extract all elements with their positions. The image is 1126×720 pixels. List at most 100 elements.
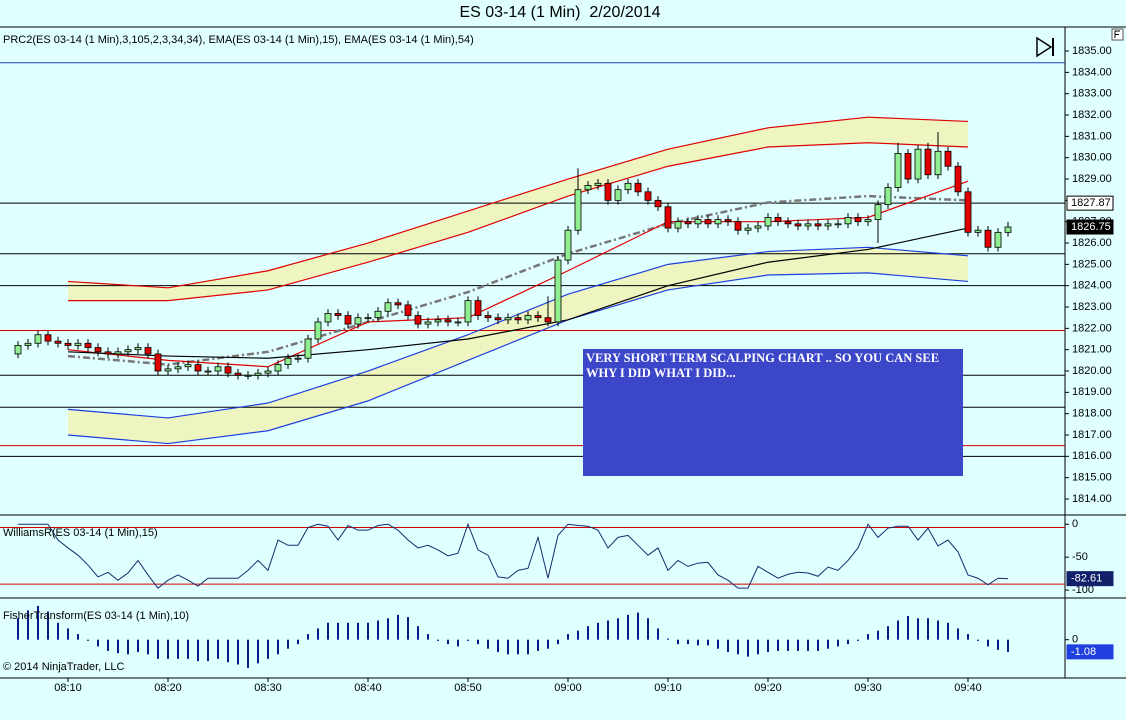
y-tick-label: 1821.00: [1072, 344, 1112, 356]
last-value-label: 1826.75: [1071, 221, 1111, 233]
indicator-bar: [27, 610, 29, 640]
indicator-bar: [687, 639, 689, 645]
candle-body: [514, 317, 522, 321]
x-tick-label: 08:50: [454, 682, 482, 694]
candle-body: [934, 150, 942, 176]
candle-body: [864, 219, 872, 223]
candle-body: [634, 182, 642, 193]
indicator-bar: [847, 639, 849, 645]
candle-body: [564, 229, 572, 261]
indicator-bar: [307, 634, 309, 640]
candle-body: [644, 191, 652, 201]
indicator-bar: [707, 639, 709, 646]
candle-body: [44, 334, 52, 342]
candle-body: [294, 357, 302, 360]
indicator-bar: [467, 639, 469, 641]
x-tick-label: 09:00: [554, 682, 582, 694]
candle-body: [584, 185, 592, 191]
indicator-bar: [617, 618, 619, 640]
candle-body: [574, 189, 582, 231]
candle-body: [834, 223, 842, 226]
candle-body: [84, 342, 92, 348]
y-tick-label: 0: [1072, 634, 1078, 646]
candle-body: [74, 342, 82, 346]
indicator-bar: [487, 639, 489, 649]
x-tick-label: 08:10: [54, 682, 82, 694]
candle-body: [384, 302, 392, 312]
candle-body: [924, 148, 932, 176]
indicator-bar: [77, 634, 79, 640]
candle-body: [994, 231, 1002, 248]
candle-body: [694, 219, 702, 225]
indicator-bar: [737, 639, 739, 655]
indicator-bar: [807, 639, 809, 651]
candle-body: [484, 315, 492, 319]
candle-body: [954, 165, 962, 193]
x-tick-label: 09:40: [954, 682, 982, 694]
indicator-bar: [347, 622, 349, 640]
indicator-bar: [767, 639, 769, 653]
overlay-line: [67, 116, 969, 289]
indicator-bar: [727, 639, 729, 653]
indicator-bar: [87, 639, 89, 641]
indicator-bar: [977, 639, 979, 641]
indicator-bar: [327, 622, 329, 640]
indicator-bar: [297, 639, 299, 645]
indicator-bar: [117, 639, 119, 654]
indicator-bar: [527, 639, 529, 655]
indicator-bar: [827, 639, 829, 649]
candle-body: [544, 317, 552, 323]
play-icon-arrow[interactable]: [1036, 36, 1053, 58]
indicator-bar: [337, 622, 339, 640]
y-tick-label: 1815.00: [1072, 472, 1112, 484]
indicator-bar: [267, 639, 269, 659]
candle-body: [904, 153, 912, 180]
indicator-bar: [217, 639, 219, 659]
indicator-bar: [157, 639, 159, 659]
y-tick-label: 1830.00: [1072, 152, 1112, 164]
candle-body: [504, 317, 512, 321]
candle-body: [144, 347, 152, 355]
candle-body: [774, 217, 782, 223]
indicator-bar: [587, 626, 589, 640]
indicator-bar: [517, 639, 519, 655]
overlay-line: [67, 272, 969, 445]
indicator-bar: [947, 622, 949, 640]
indicator-bar: [757, 639, 759, 655]
y-tick-label: 1819.00: [1072, 386, 1112, 398]
candle-body: [104, 351, 112, 355]
y-tick-label: 1825.00: [1072, 258, 1112, 270]
indicator-bar: [817, 639, 819, 651]
candle-body: [434, 319, 442, 323]
indicator-bar: [997, 639, 999, 650]
last-value-marker: [1066, 644, 1114, 660]
candle-body: [974, 229, 982, 233]
y-tick-label: 1829.00: [1072, 173, 1112, 185]
indicator-bar: [577, 630, 579, 640]
indicator-bar: [57, 622, 59, 640]
indicator-bar: [747, 639, 749, 657]
play-icon-bg[interactable]: [1034, 36, 1056, 58]
indicator-bar: [777, 639, 779, 651]
indicator-bar: [677, 639, 679, 645]
candle-body: [204, 370, 212, 373]
y-tick-label: 1822.00: [1072, 322, 1112, 334]
indicator-bar: [867, 634, 869, 640]
play-icon[interactable]: [1034, 36, 1056, 58]
candle-body: [34, 334, 42, 344]
indicator-bar: [377, 620, 379, 640]
indicator-bar: [127, 639, 129, 655]
indicator-bar: [457, 639, 459, 647]
indicator-bar: [47, 611, 49, 640]
candle-body: [524, 315, 532, 321]
candle-body: [824, 223, 832, 227]
candle-body: [414, 315, 422, 325]
candle-body: [334, 313, 342, 316]
candle-body: [474, 300, 482, 316]
f-button-glyph[interactable]: [1114, 30, 1120, 38]
indicator-bar: [547, 639, 549, 649]
indicator-bar: [957, 628, 959, 640]
indicator-bar: [167, 639, 169, 659]
indicator-bar: [67, 628, 69, 640]
candle-body: [874, 204, 882, 220]
